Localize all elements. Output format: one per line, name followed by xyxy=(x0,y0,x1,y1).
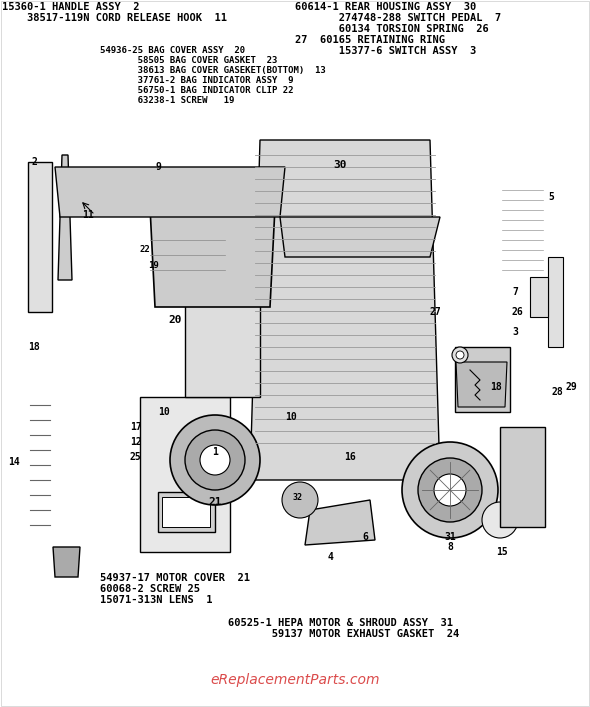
Circle shape xyxy=(418,458,482,522)
Circle shape xyxy=(402,442,498,538)
Polygon shape xyxy=(250,140,440,480)
Text: 25: 25 xyxy=(130,452,142,462)
Text: 21: 21 xyxy=(208,497,222,507)
Text: 15071-313N LENS  1: 15071-313N LENS 1 xyxy=(100,595,212,605)
Circle shape xyxy=(452,347,468,363)
Text: 60525-1 HEPA MOTOR & SHROUD ASSY  31: 60525-1 HEPA MOTOR & SHROUD ASSY 31 xyxy=(228,618,453,628)
Text: 7: 7 xyxy=(512,287,518,297)
Polygon shape xyxy=(455,347,510,412)
Polygon shape xyxy=(162,497,210,527)
Text: 8: 8 xyxy=(447,542,453,552)
Text: 18: 18 xyxy=(28,342,40,352)
Text: 5: 5 xyxy=(548,192,554,202)
Circle shape xyxy=(170,415,260,505)
Polygon shape xyxy=(280,217,440,257)
Text: 15360-1 HANDLE ASSY  2: 15360-1 HANDLE ASSY 2 xyxy=(2,2,139,12)
Text: 28: 28 xyxy=(551,387,563,397)
Text: 10: 10 xyxy=(285,412,297,422)
Text: 38517-119N CORD RELEASE HOOK  11: 38517-119N CORD RELEASE HOOK 11 xyxy=(2,13,227,23)
Polygon shape xyxy=(548,257,563,347)
Text: 17: 17 xyxy=(130,422,142,432)
Text: 11: 11 xyxy=(82,210,94,220)
Text: 60614-1 REAR HOUSING ASSY  30: 60614-1 REAR HOUSING ASSY 30 xyxy=(295,2,476,12)
Text: 274748-288 SWITCH PEDAL  7: 274748-288 SWITCH PEDAL 7 xyxy=(295,13,502,23)
Text: 22: 22 xyxy=(140,245,151,254)
Circle shape xyxy=(434,474,466,506)
Circle shape xyxy=(482,502,518,538)
Polygon shape xyxy=(58,155,72,280)
Polygon shape xyxy=(158,492,215,532)
Text: 54937-17 MOTOR COVER  21: 54937-17 MOTOR COVER 21 xyxy=(100,573,250,583)
Polygon shape xyxy=(530,277,548,317)
Circle shape xyxy=(200,445,230,475)
Text: 27: 27 xyxy=(430,307,442,317)
Circle shape xyxy=(185,430,245,490)
Text: 3: 3 xyxy=(512,327,518,337)
Text: 2: 2 xyxy=(32,157,38,167)
Text: 6: 6 xyxy=(362,532,368,542)
Text: eReplacementParts.com: eReplacementParts.com xyxy=(210,673,380,687)
Text: 15: 15 xyxy=(496,547,508,557)
Text: 1: 1 xyxy=(212,447,218,457)
Text: 38613 BAG COVER GASEKET(BOTTOM)  13: 38613 BAG COVER GASEKET(BOTTOM) 13 xyxy=(100,66,326,75)
Text: 56750-1 BAG INDICATOR CLIP 22: 56750-1 BAG INDICATOR CLIP 22 xyxy=(100,86,293,95)
Text: 29: 29 xyxy=(566,382,578,392)
Text: 31: 31 xyxy=(444,532,456,542)
Polygon shape xyxy=(150,207,275,307)
Text: 18: 18 xyxy=(490,382,502,392)
Text: 30: 30 xyxy=(333,160,347,170)
Text: 10: 10 xyxy=(158,407,170,417)
Polygon shape xyxy=(456,362,507,407)
Polygon shape xyxy=(53,547,80,577)
Circle shape xyxy=(282,482,318,518)
Text: 63238-1 SCREW   19: 63238-1 SCREW 19 xyxy=(100,96,234,105)
Text: 32: 32 xyxy=(293,493,303,502)
Circle shape xyxy=(456,351,464,359)
Polygon shape xyxy=(305,500,375,545)
Text: 16: 16 xyxy=(344,452,356,462)
Polygon shape xyxy=(185,227,260,397)
Polygon shape xyxy=(28,162,52,312)
Text: 58505 BAG COVER GASKET  23: 58505 BAG COVER GASKET 23 xyxy=(100,56,277,65)
Text: 60134 TORSION SPRING  26: 60134 TORSION SPRING 26 xyxy=(295,24,489,34)
Text: 59137 MOTOR EXHAUST GASKET  24: 59137 MOTOR EXHAUST GASKET 24 xyxy=(228,629,459,639)
Text: 20: 20 xyxy=(168,315,182,325)
Text: 27  60165 RETAINING RING: 27 60165 RETAINING RING xyxy=(295,35,445,45)
Text: 37761-2 BAG INDICATOR ASSY  9: 37761-2 BAG INDICATOR ASSY 9 xyxy=(100,76,293,85)
Polygon shape xyxy=(500,427,545,527)
Text: 14: 14 xyxy=(8,457,19,467)
Polygon shape xyxy=(55,167,285,217)
Text: 15377-6 SWITCH ASSY  3: 15377-6 SWITCH ASSY 3 xyxy=(295,46,476,56)
Text: 19: 19 xyxy=(148,261,159,270)
Text: 4: 4 xyxy=(327,552,333,562)
Text: 60068-2 SCREW 25: 60068-2 SCREW 25 xyxy=(100,584,200,594)
Polygon shape xyxy=(140,397,230,552)
Text: 12: 12 xyxy=(130,437,142,447)
Text: 54936-25 BAG COVER ASSY  20: 54936-25 BAG COVER ASSY 20 xyxy=(100,46,245,55)
Text: 9: 9 xyxy=(155,162,161,172)
Text: 26: 26 xyxy=(512,307,524,317)
